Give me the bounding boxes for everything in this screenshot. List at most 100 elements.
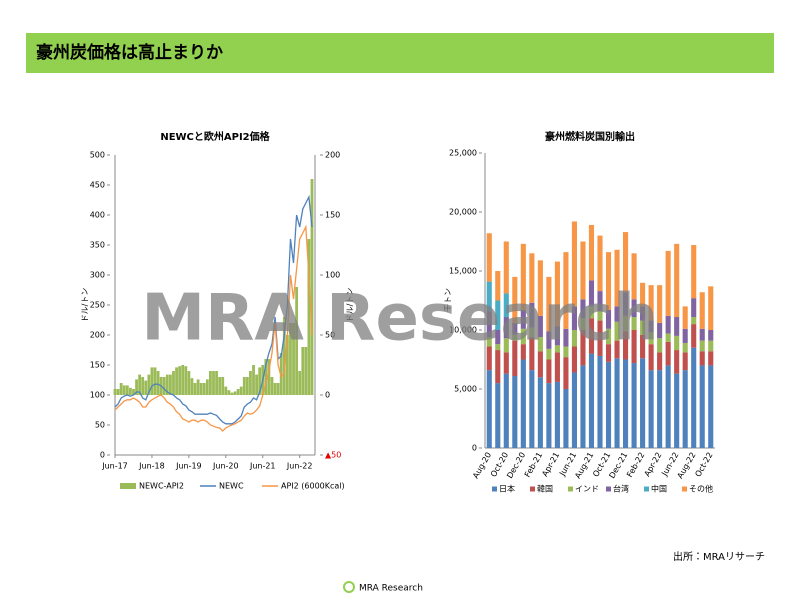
bar-segment xyxy=(503,241,509,294)
bar xyxy=(156,371,160,395)
y-axis-title: 千トン xyxy=(443,288,453,312)
bar xyxy=(202,383,206,395)
logo: MRA Research xyxy=(359,584,423,594)
bar xyxy=(252,365,255,395)
bar-segment xyxy=(708,286,714,330)
bar-segment xyxy=(563,389,569,448)
bar-segment xyxy=(657,370,663,448)
bar xyxy=(147,374,151,395)
y-tick-label: 50 xyxy=(95,421,105,430)
bar-segment xyxy=(495,330,501,345)
bar-segment xyxy=(631,299,637,318)
y-tick-label: 100 xyxy=(90,391,105,400)
bar xyxy=(307,239,311,395)
bar-segment xyxy=(554,326,560,346)
bar-segment xyxy=(580,318,586,330)
y2-tick-label: 50 xyxy=(325,331,335,340)
bar-segment xyxy=(529,370,535,448)
y-tick-label: 200 xyxy=(90,331,105,340)
bar-segment xyxy=(623,359,629,448)
y2-tick-label: 150 xyxy=(325,211,340,220)
title-bar xyxy=(26,33,774,73)
bar xyxy=(249,371,252,395)
bar-segment xyxy=(605,361,612,448)
bar-segment xyxy=(537,337,543,352)
bar-segment xyxy=(503,317,509,339)
bar xyxy=(215,371,218,395)
bar-segment xyxy=(546,331,552,349)
bar-segment xyxy=(529,327,535,338)
bar xyxy=(218,377,222,395)
legend-swatch xyxy=(530,486,535,492)
bar-segment xyxy=(614,249,620,307)
x-tick-label: Jun-17 xyxy=(101,462,128,471)
bar-segment xyxy=(563,328,569,347)
bar xyxy=(190,378,194,395)
bar-segment xyxy=(657,352,663,371)
bar-segment xyxy=(614,358,620,448)
bar-segment xyxy=(571,346,577,373)
bar xyxy=(285,335,289,395)
bar xyxy=(310,179,314,395)
bar xyxy=(162,377,166,395)
bar-segment xyxy=(503,373,509,448)
bar xyxy=(289,323,292,395)
bar-segment xyxy=(605,309,612,329)
bar-segment xyxy=(580,241,586,300)
bar xyxy=(196,379,200,395)
bar xyxy=(264,359,268,395)
bar-segment xyxy=(588,306,595,319)
bar xyxy=(138,374,142,395)
bar-segment xyxy=(614,306,620,322)
source: 出所：MRAリサーチ xyxy=(673,550,765,563)
bar-segment xyxy=(486,370,492,448)
bar xyxy=(169,374,172,395)
bar-segment xyxy=(512,322,518,335)
x-tick-label: Jun-18 xyxy=(138,462,165,471)
bar-segment xyxy=(520,328,526,345)
bar-segment xyxy=(614,321,620,341)
bar-segment xyxy=(597,235,603,292)
bar-segment xyxy=(631,330,637,364)
bar-segment xyxy=(691,347,697,448)
bar xyxy=(119,383,123,395)
y2-tick-label: 0 xyxy=(325,391,330,400)
bar-segment xyxy=(503,352,509,374)
line xyxy=(114,194,313,425)
bar-segment xyxy=(648,344,654,371)
x-tick-label: Jun-20 xyxy=(212,462,239,471)
bar-segment xyxy=(640,358,646,448)
bar-segment xyxy=(597,355,603,448)
bar-segment xyxy=(623,292,629,316)
bar xyxy=(255,374,258,395)
bar-segment xyxy=(605,328,612,345)
chart-title: 豪州燃料炭国別輸出 xyxy=(545,130,635,143)
bar-segment xyxy=(682,306,688,329)
y-tick-label: 400 xyxy=(90,211,105,220)
bar xyxy=(132,389,135,395)
legend-swatch xyxy=(568,486,573,492)
y2-tick-label: ▲50 xyxy=(325,451,341,460)
y-tick-label: 15,000 xyxy=(449,267,477,276)
bar xyxy=(279,353,283,395)
bar-segment xyxy=(588,353,595,448)
bar-segment xyxy=(597,291,603,312)
slide-title: 豪州炭価格は高止まりか xyxy=(36,42,223,63)
bar-segment xyxy=(674,373,680,448)
bar-segment xyxy=(691,245,697,299)
bar-segment xyxy=(529,337,535,371)
y-tick-label: 0 xyxy=(472,444,477,453)
bar xyxy=(184,366,188,395)
bar-segment xyxy=(512,376,518,448)
bar-segment xyxy=(486,311,492,338)
bar-segment xyxy=(546,348,552,360)
bar-segment xyxy=(691,324,697,348)
bar-segment xyxy=(495,344,501,351)
bar-segment xyxy=(699,292,705,329)
bar xyxy=(276,383,280,395)
bar-segment xyxy=(486,346,492,371)
bar-segment xyxy=(691,298,697,318)
bar-segment xyxy=(537,377,543,448)
bar-segment xyxy=(554,345,560,353)
x-tick-label: Jun-19 xyxy=(175,462,202,471)
